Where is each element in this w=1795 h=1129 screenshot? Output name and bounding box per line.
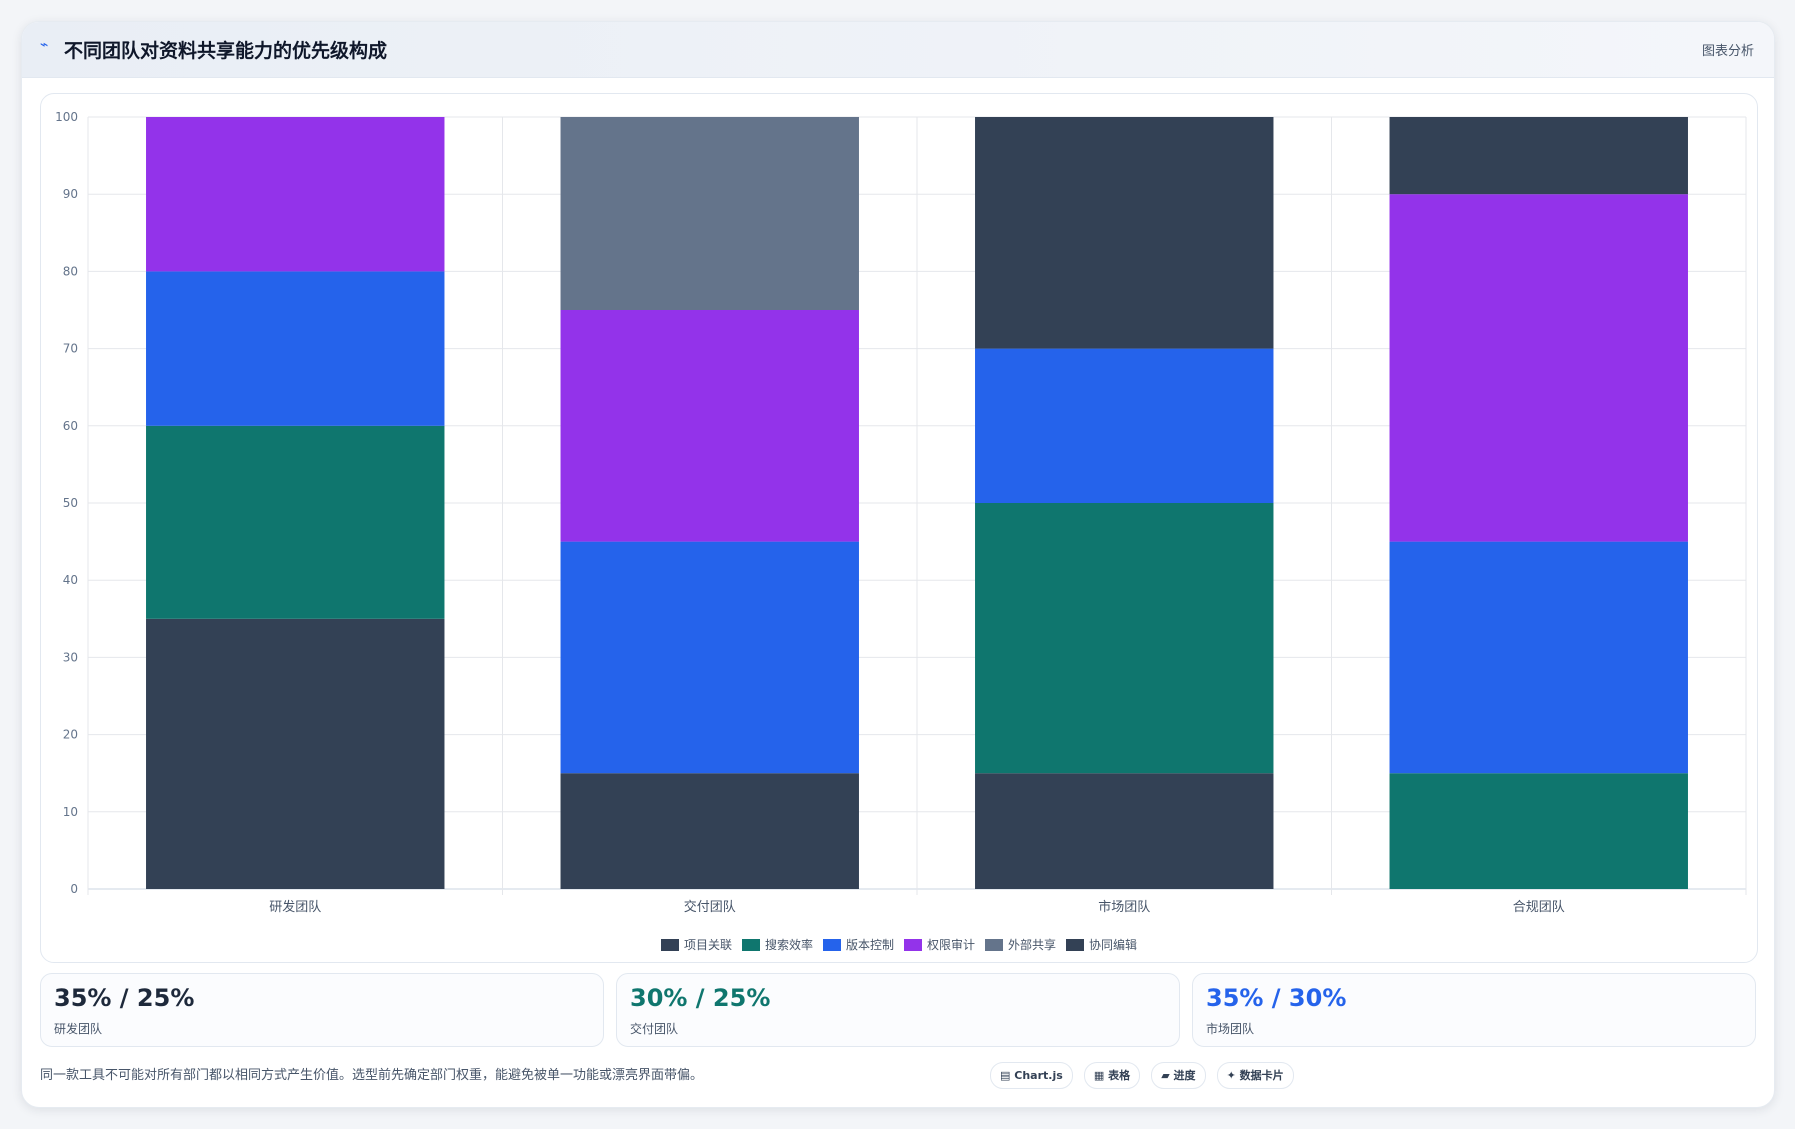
legend-swatch	[904, 939, 922, 951]
bar-segment	[146, 271, 445, 426]
y-tick-label: 80	[63, 264, 78, 278]
x-tick-label: 交付团队	[684, 899, 736, 915]
y-tick-label: 100	[55, 110, 78, 124]
card-icon: ✦	[1226, 1069, 1236, 1082]
y-tick-label: 60	[63, 419, 78, 433]
stat-card-rd: 35% / 25% 研发团队	[40, 973, 604, 1047]
legend-label: 搜索效率	[764, 938, 813, 952]
legend-item[interactable]: 版本控制	[822, 936, 894, 953]
stat-card-label: 研发团队	[54, 1022, 103, 1036]
chip-row: ▤ Chart.js ▦ 表格 ▰ 进度 ✦ 数据卡片	[990, 1062, 1300, 1089]
legend-label: 权限审计	[927, 938, 976, 952]
y-tick-label: 50	[63, 496, 78, 510]
bar-segment	[560, 117, 859, 310]
chart-icon: ▤	[1000, 1069, 1011, 1082]
bar-segment	[1389, 117, 1688, 195]
y-tick-label: 20	[63, 728, 78, 742]
y-tick-label: 0	[70, 882, 78, 896]
chip-chartjs[interactable]: ▤ Chart.js	[990, 1062, 1073, 1089]
bar-segment	[560, 310, 859, 542]
legend-item[interactable]: 协同编辑	[1066, 936, 1137, 953]
bar-segment	[975, 348, 1274, 503]
trend-icon: ⌁	[40, 37, 49, 53]
stacked-bar-chart: 0 10 20 30 40 50 60 70 80 90 100 研发团队 交付团队 市场团队 合规团队	[55, 110, 1747, 915]
bar-segment	[975, 773, 1274, 889]
bar-segment	[146, 618, 445, 889]
chip-label: 表格	[1108, 1069, 1131, 1082]
y-tick-label: 40	[63, 573, 78, 587]
y-tick-label: 10	[63, 805, 78, 819]
legend-label: 项目关联	[683, 938, 732, 952]
chart-container: 0 10 20 30 40 50 60 70 80 90 100 研发团队 交付团队 市场团队 合规团队 项…	[40, 93, 1758, 963]
chart-analysis-link[interactable]: 图表分析	[1701, 44, 1754, 59]
bar-segment	[146, 117, 445, 272]
stat-card-label: 市场团队	[1206, 1022, 1255, 1036]
y-tick-label: 30	[63, 650, 78, 664]
x-tick-label: 合规团队	[1513, 900, 1565, 915]
chip-table[interactable]: ▦ 表格	[1083, 1062, 1141, 1089]
bar-segment	[1389, 194, 1688, 542]
y-tick-label: 70	[63, 342, 78, 356]
bar-segment	[560, 773, 859, 889]
legend-swatch	[660, 939, 679, 951]
legend-label: 版本控制	[845, 938, 894, 952]
chip-label: 进度	[1173, 1069, 1196, 1082]
chip-label: Chart.js	[1014, 1069, 1063, 1082]
chip-progress[interactable]: ▰ 进度	[1151, 1062, 1206, 1089]
legend-swatch	[1066, 939, 1085, 951]
legend-label: 协同编辑	[1089, 938, 1138, 952]
panel-header: ⌁ 不同团队对资料共享能力的优先级构成 图表分析	[22, 22, 1774, 78]
legend-item[interactable]: 搜索效率	[741, 936, 813, 953]
bar-segment	[146, 425, 445, 619]
bar-segment	[975, 503, 1274, 774]
stat-card-value: 35% / 25%	[54, 984, 195, 1012]
legend-item[interactable]: 外部共享	[985, 936, 1056, 953]
stat-card-value: 30% / 25%	[630, 984, 771, 1012]
chart-legend: 项目关联 搜索效率 版本控制 权限审计 外部共享 协同编辑	[41, 936, 1757, 953]
legend-item[interactable]: 权限审计	[904, 936, 975, 953]
legend-swatch	[741, 939, 760, 951]
legend-label: 外部共享	[1008, 938, 1057, 952]
legend-swatch	[985, 939, 1004, 951]
stat-card-delivery: 30% / 25% 交付团队	[616, 973, 1180, 1047]
legend-swatch	[822, 939, 841, 951]
chip-label: 数据卡片	[1239, 1069, 1284, 1082]
table-icon: ▦	[1093, 1069, 1105, 1082]
page-title: 不同团队对资料共享能力的优先级构成	[64, 40, 388, 62]
bar-segment	[1389, 773, 1688, 889]
stat-card-value: 35% / 30%	[1206, 984, 1347, 1012]
y-tick-label: 90	[63, 187, 78, 201]
bar-segment	[1389, 541, 1688, 774]
chip-data-card[interactable]: ✦ 数据卡片	[1216, 1062, 1294, 1089]
bar-segment	[975, 117, 1274, 349]
x-tick-label: 研发团队	[269, 899, 321, 915]
progress-icon: ▰	[1161, 1069, 1170, 1082]
footnote: 同一款工具不可能对所有部门都以相同方式产生价值。选型前先确定部门权重，能避免被单…	[40, 1068, 704, 1083]
chart-panel: ⌁ 不同团队对资料共享能力的优先级构成 图表分析 0 10 20 30 40 50 60 70…	[21, 21, 1775, 1108]
stat-card-label: 交付团队	[630, 1022, 679, 1036]
legend-item[interactable]: 项目关联	[660, 936, 732, 953]
bar-segment	[560, 541, 859, 774]
stat-card-marketing: 35% / 30% 市场团队	[1192, 973, 1756, 1047]
x-tick-label: 市场团队	[1098, 899, 1150, 915]
